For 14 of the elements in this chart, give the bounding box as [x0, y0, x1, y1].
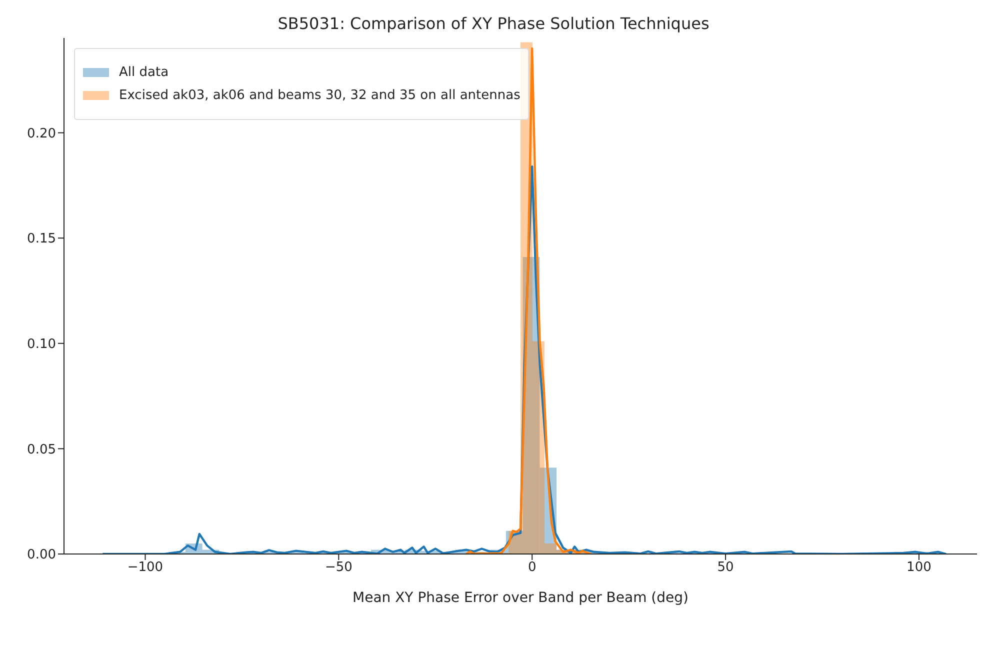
chart-title: SB5031: Comparison of XY Phase Solution Techniques [276, 14, 710, 33]
y-tick-label: 0.05 [27, 442, 56, 458]
x-tick-label: 0 [528, 560, 536, 576]
x-axis-title: Mean XY Phase Error over Band per Beam (deg) [352, 590, 688, 606]
x-tick-label: −100 [127, 560, 164, 576]
x-tick-label: −50 [324, 560, 352, 576]
y-tick-label: 0.00 [27, 548, 56, 563]
x-tick-label: 100 [906, 560, 932, 576]
y-tick-label: 0.10 [27, 337, 56, 352]
y-tick-label: 0.15 [27, 232, 56, 247]
legend-label: All data [119, 65, 169, 80]
y-tick-label: 0.20 [27, 126, 56, 142]
x-tick-label: 50 [717, 560, 734, 576]
legend-label: Excised ak03, ak06 and beams 30, 32 and 35 on all antennas [119, 88, 520, 103]
